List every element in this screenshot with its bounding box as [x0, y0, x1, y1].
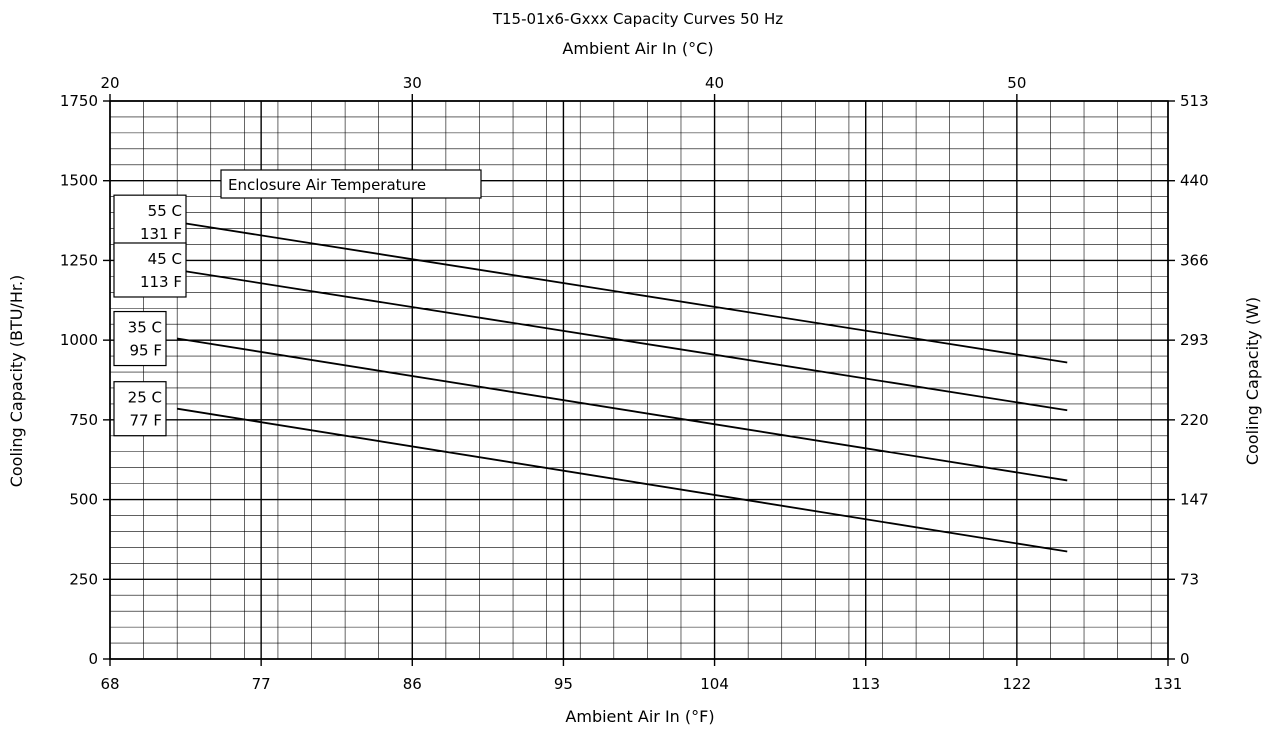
series-label-text: 113 F [140, 273, 182, 291]
y2-axis-title: Cooling Capacity (W) [1243, 297, 1262, 465]
x2-tick-label: 20 [100, 74, 119, 92]
series-line-3 [177, 407, 1068, 553]
x-tick-label: 113 [851, 675, 880, 693]
y2-tick-label: 73 [1180, 570, 1199, 588]
x-tick-label: 104 [700, 675, 729, 693]
series-label-3: 25 C 77 F [113, 381, 167, 437]
capacity-curves [177, 221, 1068, 553]
x-tick-label: 122 [1003, 675, 1032, 693]
series-line-0 [177, 221, 1068, 364]
y-tick-label: 750 [69, 411, 98, 429]
y-tick-label: 500 [69, 491, 98, 509]
y-tick-label: 0 [88, 650, 98, 668]
y-axis-title: Cooling Capacity (BTU/Hr.) [7, 275, 26, 488]
series-label-text: 77 F [130, 412, 162, 430]
y-tick-label: 1000 [60, 331, 98, 349]
y2-tick-label: 293 [1180, 331, 1209, 349]
y2-tick-label: 440 [1180, 172, 1209, 190]
x2-tick-label: 30 [403, 74, 422, 92]
series-label-2: 35 C 95 F [113, 310, 167, 367]
series-labels: 55 C 131 F 45 C 113 F 35 C 95 F 25 C 77 F [113, 194, 187, 437]
plot-frame [109, 100, 1169, 660]
series-label-1: 45 C 113 F [113, 242, 187, 298]
y2-tick-label: 147 [1180, 491, 1209, 509]
x2-tick-label: 50 [1007, 74, 1026, 92]
series-label-box [113, 381, 167, 437]
legend-title: Enclosure Air Temperature [228, 176, 426, 194]
y2-tick-label: 513 [1180, 92, 1209, 110]
series-line-1 [177, 269, 1068, 412]
series-label-box [113, 242, 187, 298]
y2-tick-label: 0 [1180, 650, 1190, 668]
series-label-box [113, 310, 167, 367]
series-label-text: 45 C [148, 250, 182, 268]
x-tick-label: 68 [100, 675, 119, 693]
series-line-2 [177, 337, 1068, 482]
chart-title: T15-01x6-Gxxx Capacity Curves 50 Hz [492, 10, 783, 28]
legend-title-box: Enclosure Air Temperature [220, 169, 482, 199]
series-label-box [113, 194, 187, 250]
x-tick-label: 86 [403, 675, 422, 693]
series-label-text: 55 C [148, 202, 182, 220]
series-label-text: 95 F [130, 342, 162, 360]
y2-tick-label: 220 [1180, 411, 1209, 429]
x2-tick-label: 40 [705, 74, 724, 92]
series-label-text: 131 F [140, 225, 182, 243]
y-tick-label: 1500 [60, 172, 98, 190]
series-label-text: 25 C [128, 389, 162, 407]
y-tick-label: 1750 [60, 92, 98, 110]
series-label-text: 35 C [128, 319, 162, 337]
series-label-0: 55 C 131 F [113, 194, 187, 250]
y-tick-label: 1250 [60, 251, 98, 269]
x-tick-label: 77 [252, 675, 271, 693]
y2-tick-label: 366 [1180, 251, 1209, 269]
x-tick-label: 95 [554, 675, 573, 693]
x-tick-label: 131 [1154, 675, 1183, 693]
x-axis-title: Ambient Air In (°F) [565, 707, 714, 726]
x2-axis-title: Ambient Air In (°C) [562, 39, 713, 58]
y-tick-label: 250 [69, 570, 98, 588]
